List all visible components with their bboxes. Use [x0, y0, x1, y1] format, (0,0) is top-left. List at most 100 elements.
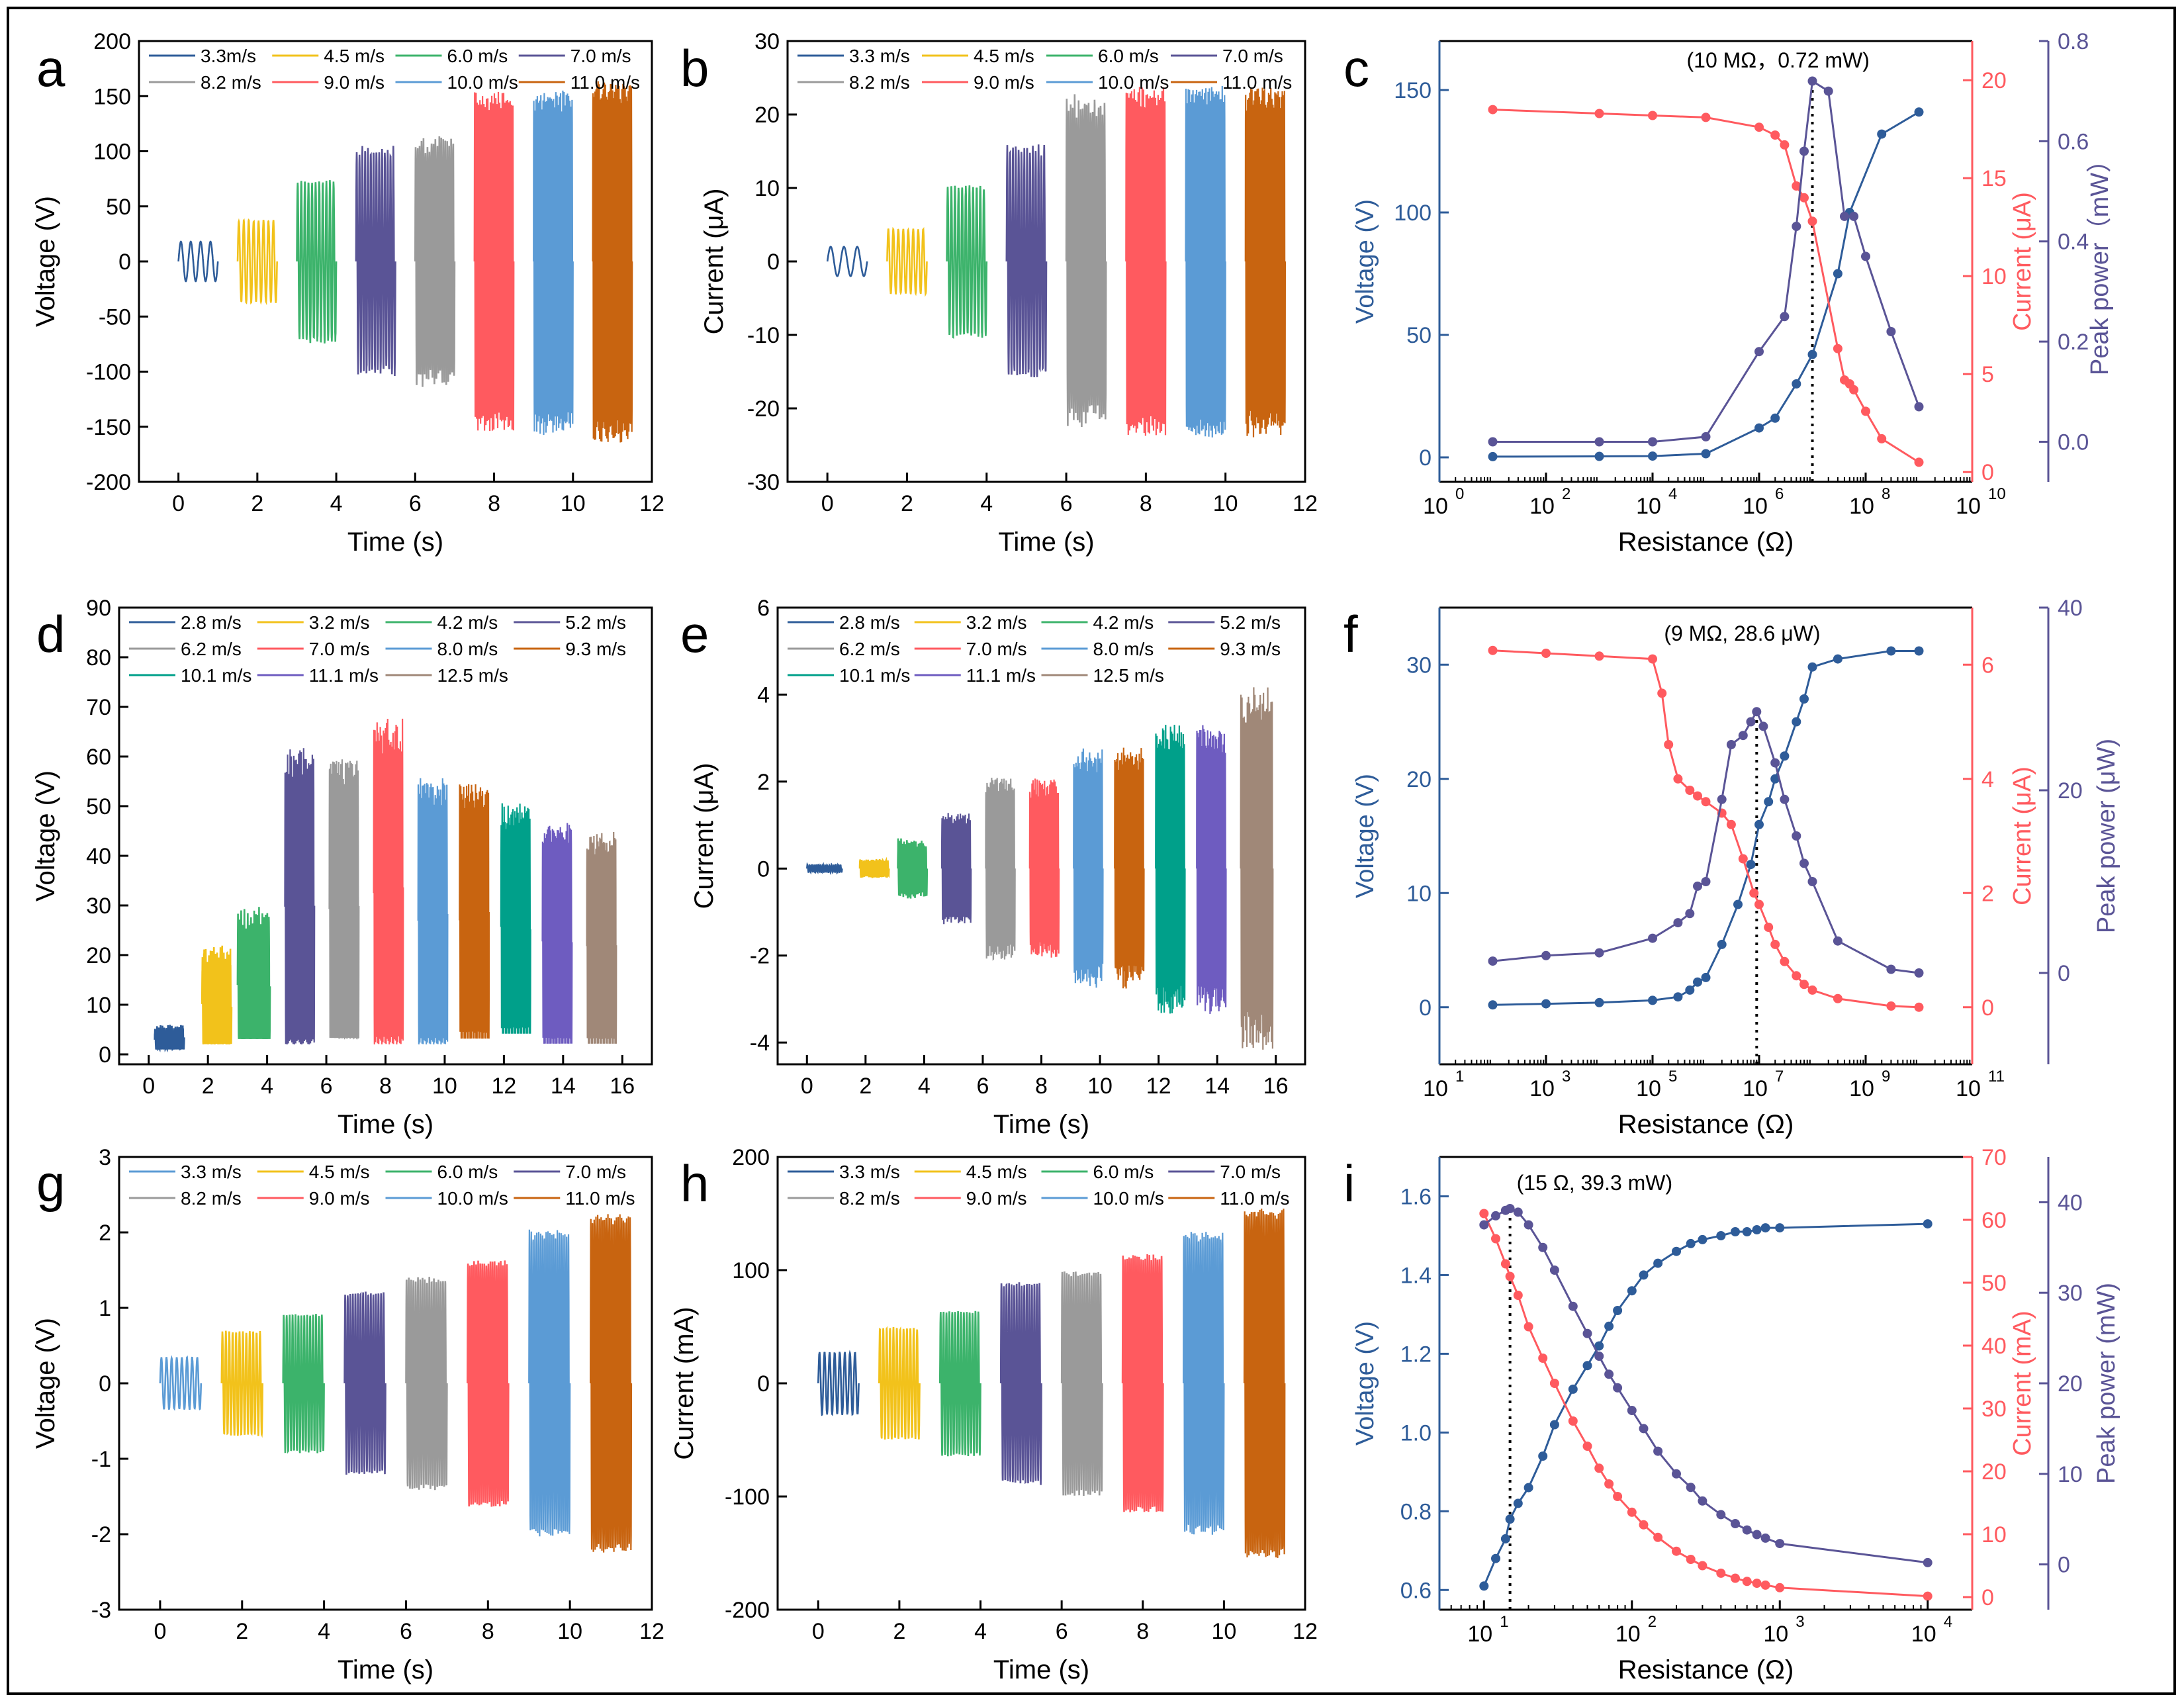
panel-letter-h: h: [680, 1154, 709, 1213]
y-axis-label: Voltage (V): [31, 1318, 60, 1449]
series-trace-g-5: [467, 1260, 510, 1507]
data-point: [1685, 786, 1695, 795]
series-trace-d-3: [284, 748, 316, 1044]
x-axis-label: Resistance (Ω): [1618, 528, 1794, 557]
y-tick-label: 10: [1406, 881, 1432, 906]
data-point: [1754, 899, 1764, 909]
panel-letter-d: d: [36, 605, 65, 663]
data-point: [1716, 1231, 1726, 1240]
data-point: [1746, 860, 1756, 870]
series-trace-e-6: [1073, 748, 1104, 988]
figure-frame: [7, 7, 2176, 1695]
legend-entry: 4.5 m/s: [309, 1162, 370, 1182]
x-tick-exponent: 8: [1882, 485, 1890, 503]
data-point: [1685, 985, 1695, 995]
legend-entry: 4.5 m/s: [974, 46, 1034, 66]
legend-entry: 9.0 m/s: [309, 1188, 370, 1209]
y-tick-label: 0: [99, 1371, 111, 1397]
panel-letter-b: b: [680, 39, 709, 97]
peak-annotation: (10 MΩ，0.72 mW): [1687, 48, 1870, 72]
series-trace-h-1: [878, 1326, 921, 1440]
y-tick-label: 200: [732, 1145, 770, 1170]
series-trace-b-5: [1125, 87, 1167, 436]
series-trace-a-0: [177, 240, 219, 283]
data-point: [1792, 971, 1801, 981]
y-tick-label: 0: [1981, 995, 1994, 1021]
x-tick-label: 6: [976, 1074, 989, 1099]
x-tick-exponent: 3: [1562, 1068, 1570, 1085]
data-point: [1627, 1406, 1637, 1415]
y-tick-label: 30: [2058, 1281, 2083, 1306]
data-point: [1780, 312, 1790, 322]
y-tick-label: 0: [2058, 961, 2070, 986]
x-tick-label: 4: [261, 1074, 273, 1099]
panel-b: b 0 2 4 6 8 10 12 -30 -20 -10 0 10 20 30 Time (s) Curren…: [680, 29, 1318, 557]
legend-entry: 4.2 m/s: [437, 612, 498, 633]
data-point: [1639, 1520, 1649, 1530]
x-tick-label: 8: [488, 491, 500, 516]
data-point: [1524, 1220, 1533, 1230]
y-tick-label: 20: [1406, 767, 1432, 792]
legend-entry: 3.2 m/s: [966, 612, 1027, 633]
x-tick-label: 8: [1136, 1619, 1149, 1644]
legend-entry: 11.0 m/s: [565, 1188, 635, 1209]
x-axis-label: Time (s): [998, 528, 1094, 557]
data-point: [1742, 1525, 1752, 1535]
y-tick-label: 50: [1981, 1271, 2007, 1296]
series-trace-a-6: [533, 90, 574, 436]
y-tick-label: -20: [747, 396, 780, 422]
data-point: [1807, 216, 1817, 226]
x-tick-exponent: 5: [1668, 1068, 1677, 1085]
data-point: [1775, 1223, 1785, 1233]
y-tick-label: 0: [2058, 1553, 2070, 1578]
data-point: [1479, 1581, 1489, 1591]
y-tick-label: 0: [1981, 460, 1994, 485]
data-point: [1923, 1557, 1933, 1567]
data-point: [1807, 985, 1817, 995]
x-tick-exponent: 1: [1455, 1068, 1464, 1085]
x-tick-exponent: 0: [1455, 485, 1464, 503]
legend-entry: 11.1 m/s: [309, 665, 379, 686]
legend-entry: 11.1 m/s: [966, 665, 1036, 686]
data-point: [1764, 923, 1774, 932]
x-tick-label: 8: [482, 1619, 494, 1644]
data-point: [1568, 1416, 1578, 1426]
data-point: [1538, 1451, 1548, 1461]
data-point: [1792, 831, 1801, 841]
data-point: [1488, 645, 1498, 655]
y-tick-label: 20: [754, 103, 780, 128]
data-point: [1673, 774, 1683, 784]
x-tick-label: 10: [1213, 491, 1238, 516]
y-tick-label: 0: [757, 1371, 770, 1397]
y-axis-label-2: Peak power（mW）: [2086, 148, 2114, 375]
plot-area: [154, 718, 617, 1053]
y-axis-label: Voltage (V): [31, 770, 60, 901]
data-point: [1770, 413, 1780, 423]
legend-entry: 9.0 m/s: [324, 72, 385, 93]
x-tick-exponent: 6: [1775, 485, 1784, 503]
legend-entry: 6.0 m/s: [447, 46, 508, 66]
data-point: [1833, 993, 1843, 1003]
data-point: [1731, 1519, 1740, 1528]
data-point: [1717, 794, 1727, 804]
y-tick-label: 90: [86, 596, 111, 621]
y-tick-label: 0: [767, 250, 780, 275]
data-point: [1716, 1510, 1726, 1520]
series-trace-b-0: [826, 246, 868, 277]
y-tick-label: 30: [86, 894, 111, 919]
data-point: [1752, 1579, 1762, 1588]
y-tick-label: 20: [2058, 1371, 2083, 1397]
legend-entry: 8.2 m/s: [181, 1188, 242, 1209]
x-tick-label: 2: [202, 1074, 214, 1099]
x-tick-label: 8: [379, 1074, 392, 1099]
y-tick-label: 50: [106, 195, 131, 220]
data-point: [1549, 1379, 1559, 1388]
legend-entry: 2.8 m/s: [181, 612, 242, 633]
legend-entry: 7.0 m/s: [565, 1162, 626, 1182]
x-tick-exponent: 2: [1562, 485, 1570, 503]
data-point: [1799, 980, 1809, 990]
legend-entry: 10.1 m/s: [181, 665, 251, 686]
x-tick-label: 6: [409, 491, 422, 516]
x-tick-exponent: 9: [1882, 1068, 1890, 1085]
